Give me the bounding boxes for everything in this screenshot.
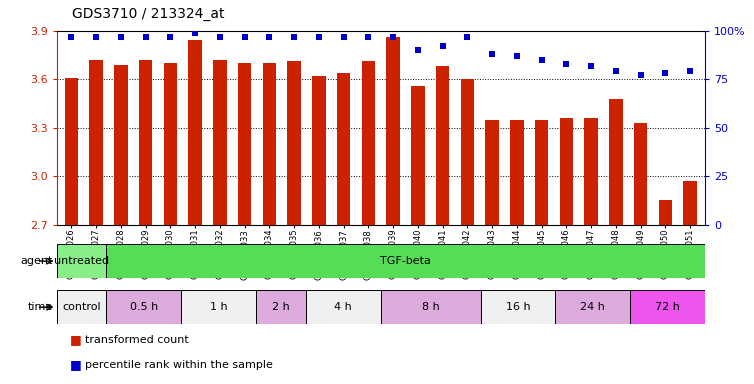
Text: 4 h: 4 h <box>335 302 352 312</box>
Bar <box>381 290 480 324</box>
Bar <box>386 37 400 225</box>
Bar <box>287 61 301 225</box>
Bar <box>312 76 326 225</box>
Point <box>263 33 275 40</box>
Bar <box>630 290 705 324</box>
Text: ■: ■ <box>70 333 82 346</box>
Text: agent: agent <box>20 256 53 266</box>
Text: 0.5 h: 0.5 h <box>130 302 158 312</box>
Bar <box>362 61 375 225</box>
Bar <box>337 73 351 225</box>
Point <box>610 68 622 74</box>
Point <box>535 57 547 63</box>
Bar <box>57 290 106 324</box>
Bar <box>65 78 78 225</box>
Bar <box>238 63 251 225</box>
Point <box>387 33 399 40</box>
Text: GDS3710 / 213324_at: GDS3710 / 213324_at <box>72 7 224 21</box>
Bar <box>213 60 227 225</box>
Point <box>511 53 523 59</box>
Bar <box>510 119 524 225</box>
Text: ■: ■ <box>70 358 82 371</box>
Point <box>461 33 474 40</box>
Bar <box>683 181 697 225</box>
Point <box>486 51 498 57</box>
Bar <box>609 99 623 225</box>
Bar <box>556 290 630 324</box>
Text: percentile rank within the sample: percentile rank within the sample <box>85 360 273 370</box>
Bar <box>114 65 127 225</box>
Bar <box>480 290 556 324</box>
Point <box>363 33 375 40</box>
Bar <box>436 66 449 225</box>
Bar <box>164 63 177 225</box>
Text: 8 h: 8 h <box>421 302 440 312</box>
Text: time: time <box>28 302 53 312</box>
Text: 2 h: 2 h <box>272 302 290 312</box>
Point <box>214 33 226 40</box>
Bar <box>57 244 106 278</box>
Bar <box>559 118 573 225</box>
Bar <box>181 290 256 324</box>
Bar <box>188 40 202 225</box>
Bar <box>256 290 306 324</box>
Point <box>560 61 572 67</box>
Text: 24 h: 24 h <box>581 302 605 312</box>
Point <box>635 72 647 78</box>
Point <box>238 33 250 40</box>
Point <box>437 43 449 49</box>
Text: untreated: untreated <box>54 256 109 266</box>
Bar <box>658 200 673 225</box>
Text: 16 h: 16 h <box>506 302 530 312</box>
Point <box>313 33 325 40</box>
Text: 1 h: 1 h <box>210 302 228 312</box>
Point <box>338 33 350 40</box>
Text: transformed count: transformed count <box>85 335 189 345</box>
Text: TGF-beta: TGF-beta <box>380 256 431 266</box>
Point <box>659 70 671 76</box>
Text: 72 h: 72 h <box>655 302 680 312</box>
Bar <box>306 290 381 324</box>
Point <box>139 33 152 40</box>
Text: control: control <box>62 302 101 312</box>
Bar <box>262 63 276 225</box>
Point <box>412 47 424 53</box>
Bar <box>584 118 598 225</box>
Point <box>90 33 103 40</box>
Bar <box>89 60 103 225</box>
Bar <box>634 123 648 225</box>
Bar <box>535 119 548 225</box>
Point <box>115 33 127 40</box>
Point <box>684 68 696 74</box>
Point <box>66 33 78 40</box>
Point <box>288 33 300 40</box>
Bar <box>461 79 474 225</box>
Bar <box>106 290 181 324</box>
Point <box>189 30 201 36</box>
Bar <box>139 60 152 225</box>
Bar <box>486 119 499 225</box>
Point <box>164 33 176 40</box>
Bar <box>411 86 425 225</box>
Point <box>585 63 597 69</box>
